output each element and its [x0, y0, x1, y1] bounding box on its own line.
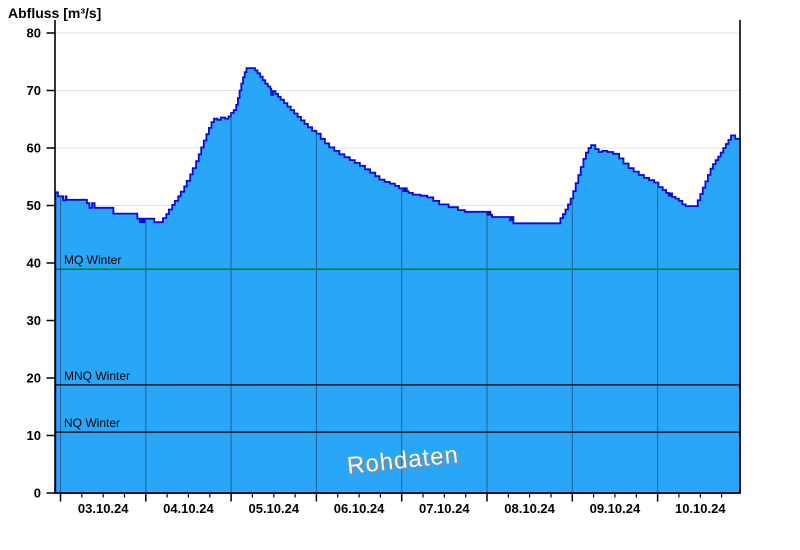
discharge-area — [54, 67, 741, 494]
y-tick-label: 40 — [27, 256, 41, 271]
ref-label-mq-winter: MQ Winter — [64, 253, 122, 268]
x-tick-label: 06.10.24 — [334, 501, 385, 516]
y-tick-label: 60 — [27, 141, 41, 156]
x-tick-label: 04.10.24 — [163, 501, 214, 516]
y-tick-label: 10 — [27, 428, 41, 443]
ref-label-mnq-winter: MNQ Winter — [64, 368, 130, 383]
x-tick-label: 03.10.24 — [78, 501, 129, 516]
ref-label-nq-winter: NQ Winter — [64, 416, 121, 431]
y-tick-label: 80 — [27, 26, 41, 41]
x-tick-label: 10.10.24 — [675, 501, 726, 516]
y-tick-label: 20 — [27, 371, 41, 386]
x-tick-label: 08.10.24 — [504, 501, 555, 516]
y-tick-label: 0 — [34, 486, 41, 501]
y-tick-label: 70 — [27, 83, 41, 98]
y-tick-label: 30 — [27, 313, 41, 328]
chart-title: Abfluss [m³/s] — [8, 5, 102, 21]
y-tick-label: 50 — [27, 198, 41, 213]
x-tick-label: 07.10.24 — [419, 501, 470, 516]
x-tick-label: 05.10.24 — [248, 501, 299, 516]
x-tick-label: 09.10.24 — [590, 501, 641, 516]
